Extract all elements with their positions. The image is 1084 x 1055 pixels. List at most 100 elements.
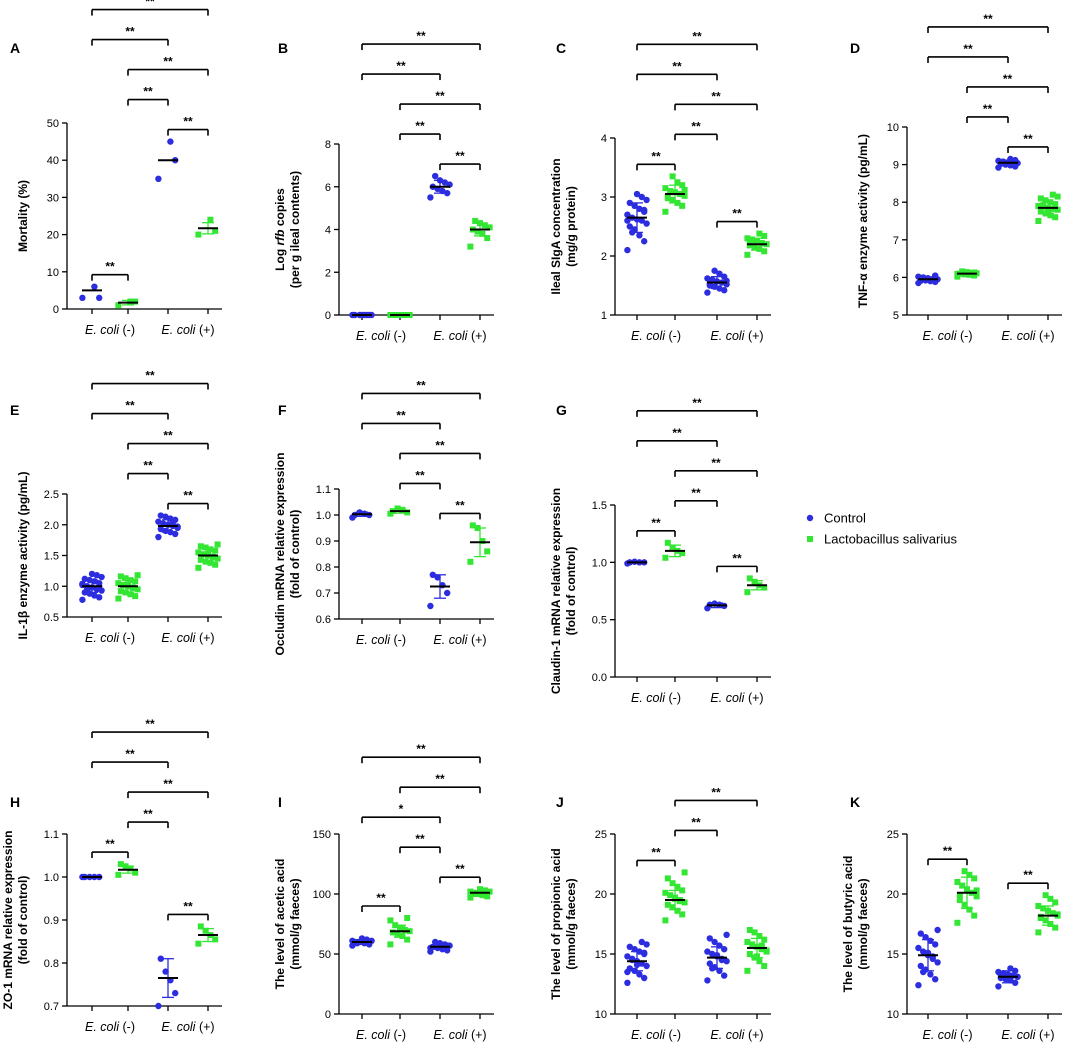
data-point bbox=[162, 968, 169, 975]
legend-treatment-marker bbox=[807, 536, 813, 542]
data-point bbox=[91, 283, 98, 290]
data-point bbox=[1037, 195, 1044, 202]
data-point bbox=[626, 943, 633, 950]
sig-label: ** bbox=[983, 12, 993, 26]
data-point bbox=[744, 589, 751, 596]
y-tick-label: 8 bbox=[325, 139, 331, 151]
data-point bbox=[956, 897, 963, 903]
x-group-label-italic: E. coli bbox=[922, 1028, 957, 1042]
data-point bbox=[129, 585, 136, 592]
sig-label: ** bbox=[435, 438, 445, 452]
data-point bbox=[115, 871, 122, 878]
data-point bbox=[676, 898, 683, 905]
y-tick-label: 15 bbox=[595, 949, 607, 961]
data-point bbox=[432, 172, 439, 180]
sig-label: ** bbox=[183, 899, 193, 913]
data-point bbox=[88, 570, 96, 578]
x-group-label: E. coli (+) bbox=[161, 1020, 214, 1034]
data-point bbox=[667, 188, 674, 195]
data-point bbox=[1054, 206, 1061, 213]
sig-label: ** bbox=[435, 89, 445, 103]
sig-label: ** bbox=[1023, 132, 1033, 146]
data-point bbox=[679, 887, 686, 894]
data-point bbox=[467, 894, 474, 901]
x-group-label: E. coli (+) bbox=[710, 329, 763, 343]
data-point bbox=[669, 544, 676, 551]
x-group-label: E. coli (+) bbox=[161, 631, 214, 645]
y-label-italic: rfb bbox=[273, 230, 287, 246]
x-group-label-suffix: (+) bbox=[467, 1028, 486, 1042]
y-tick-label: 0.9 bbox=[44, 915, 59, 927]
data-point bbox=[127, 865, 134, 872]
data-point bbox=[756, 933, 763, 939]
data-point bbox=[195, 564, 202, 571]
data-point bbox=[961, 868, 968, 875]
data-point bbox=[157, 512, 164, 519]
y-tick-label: 0.8 bbox=[316, 562, 331, 574]
data-point bbox=[212, 561, 219, 568]
data-point bbox=[434, 574, 441, 581]
data-point bbox=[624, 953, 631, 960]
sig-label: ** bbox=[651, 845, 661, 859]
y-axis-label: The level of butyric acid bbox=[841, 856, 855, 993]
panel-e: E0.51.01.52.02.5E. coli (-) E. coli (+)IL… bbox=[10, 369, 222, 645]
data-point bbox=[721, 946, 728, 953]
data-point bbox=[643, 962, 650, 970]
y-tick-label: 50 bbox=[47, 118, 59, 130]
y-tick-label: 100 bbox=[313, 889, 331, 901]
x-group-label: E. coli (-) bbox=[85, 323, 135, 337]
panel-h: H0.70.80.91.01.1E. coli (-) E. coli (+)ZO… bbox=[1, 717, 222, 1034]
data-point bbox=[172, 989, 179, 997]
x-group-label-suffix: (-) bbox=[119, 323, 135, 337]
y-tick-label: 150 bbox=[313, 829, 331, 841]
data-point bbox=[477, 886, 483, 893]
data-point bbox=[1042, 892, 1049, 899]
data-point bbox=[1042, 197, 1049, 204]
data-point bbox=[349, 937, 356, 944]
sig-label: ** bbox=[163, 55, 173, 69]
legend-treatment-label: Lactobacillus salivarius bbox=[824, 532, 957, 547]
panel-label: F bbox=[278, 402, 287, 418]
x-group-label-suffix: (+) bbox=[1035, 1028, 1054, 1042]
y-tick-label: 20 bbox=[47, 230, 59, 242]
sig-label: ** bbox=[651, 149, 661, 163]
x-group-label-italic: E. coli bbox=[161, 631, 196, 645]
data-point bbox=[1049, 205, 1056, 212]
y-tick-label: 1.5 bbox=[592, 500, 607, 512]
panel-f: F0.60.70.80.91.01.1E. coli (-) E. coli (+… bbox=[273, 378, 494, 655]
x-group-label-italic: E. coli bbox=[85, 323, 120, 337]
y-tick-label: 0.6 bbox=[316, 614, 331, 626]
data-point bbox=[404, 915, 411, 921]
data-point bbox=[917, 962, 924, 970]
data-point bbox=[643, 941, 650, 948]
sig-label: ** bbox=[963, 42, 973, 56]
y-tick-label: 2.0 bbox=[44, 520, 59, 532]
panel-label: G bbox=[556, 402, 567, 418]
data-point bbox=[973, 887, 980, 894]
sig-label: ** bbox=[691, 815, 701, 829]
data-point bbox=[751, 578, 758, 585]
data-point bbox=[934, 926, 941, 934]
data-point bbox=[484, 548, 491, 555]
data-point bbox=[932, 976, 939, 983]
data-point bbox=[706, 935, 713, 942]
sig-label: ** bbox=[143, 459, 153, 473]
data-point bbox=[744, 235, 751, 242]
data-point bbox=[481, 222, 488, 229]
sig-label: ** bbox=[691, 119, 701, 133]
data-point bbox=[399, 925, 406, 932]
sig-label: * bbox=[399, 802, 404, 816]
data-point bbox=[681, 192, 688, 199]
x-group-label-italic: E. coli bbox=[1001, 1028, 1036, 1042]
data-point bbox=[132, 593, 139, 600]
data-point bbox=[922, 934, 929, 941]
data-point bbox=[704, 977, 711, 984]
data-point bbox=[631, 202, 638, 210]
y-tick-label: 0 bbox=[325, 1009, 331, 1021]
data-point bbox=[1035, 202, 1042, 209]
